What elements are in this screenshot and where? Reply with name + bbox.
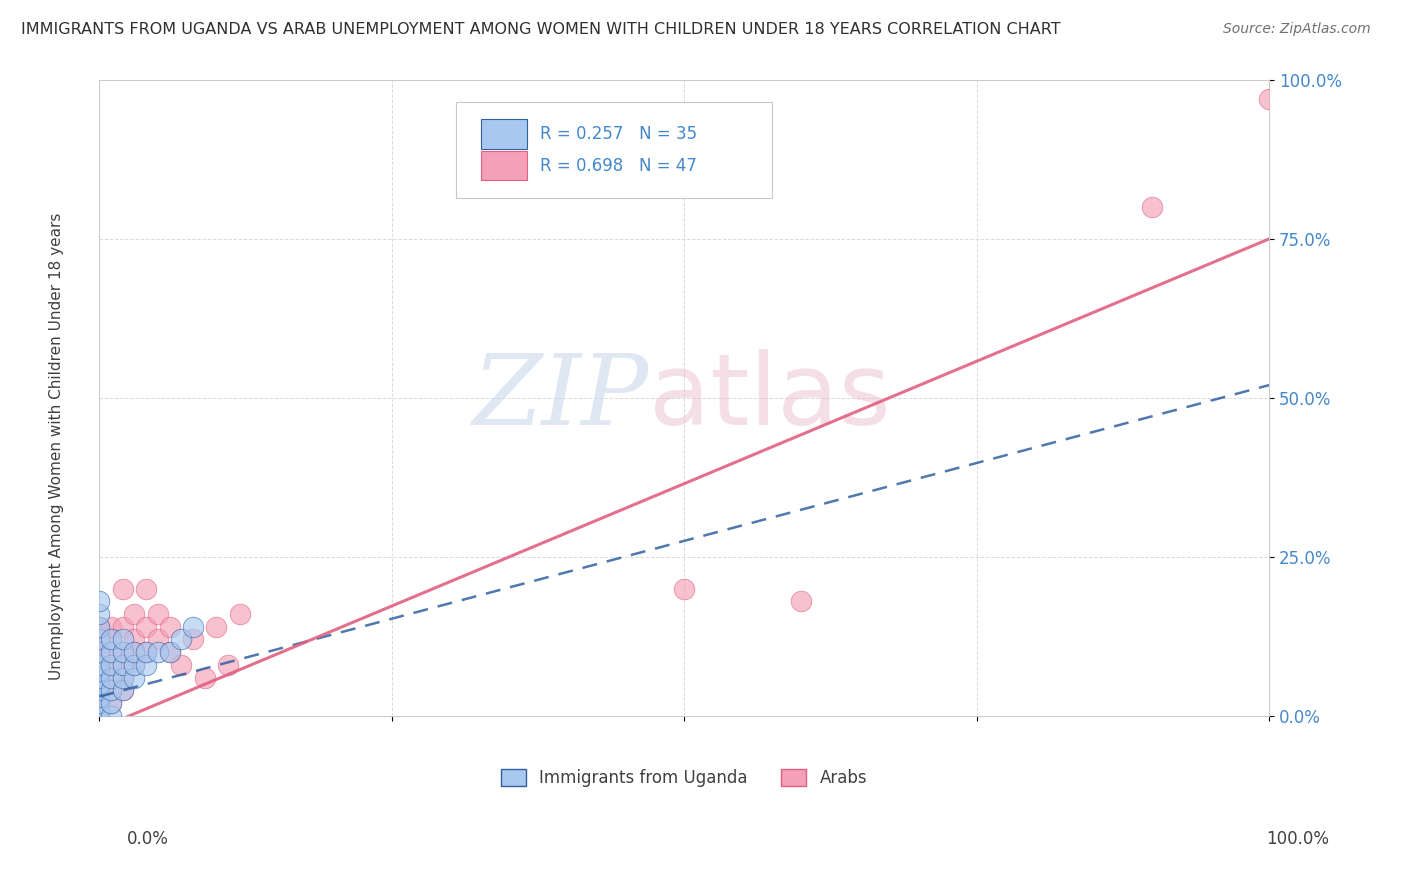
Point bbox=[111, 657, 134, 672]
Point bbox=[100, 645, 122, 659]
Point bbox=[100, 657, 122, 672]
Point bbox=[89, 657, 111, 672]
Point bbox=[159, 645, 181, 659]
Point bbox=[89, 696, 111, 710]
Point bbox=[89, 645, 111, 659]
Point bbox=[89, 657, 111, 672]
Point bbox=[89, 690, 111, 704]
Text: 0.0%: 0.0% bbox=[127, 830, 169, 847]
Text: R = 0.698   N = 47: R = 0.698 N = 47 bbox=[540, 157, 697, 175]
Point bbox=[89, 671, 111, 685]
Point bbox=[89, 702, 111, 716]
Point bbox=[205, 620, 228, 634]
Point bbox=[100, 708, 122, 723]
Point bbox=[135, 582, 157, 596]
Point bbox=[146, 607, 169, 621]
Point bbox=[217, 657, 239, 672]
Point bbox=[100, 683, 122, 698]
Text: ZIP: ZIP bbox=[472, 351, 650, 445]
Point bbox=[111, 683, 134, 698]
Point bbox=[124, 657, 146, 672]
Point bbox=[100, 696, 122, 710]
FancyBboxPatch shape bbox=[481, 151, 527, 180]
Point bbox=[89, 690, 111, 704]
Point bbox=[124, 657, 146, 672]
Point bbox=[89, 594, 111, 608]
Point bbox=[194, 671, 217, 685]
Point bbox=[89, 664, 111, 678]
Point bbox=[89, 696, 111, 710]
Point bbox=[89, 664, 111, 678]
Point bbox=[124, 645, 146, 659]
Point bbox=[170, 657, 193, 672]
Point bbox=[124, 607, 146, 621]
Point bbox=[100, 632, 122, 647]
FancyBboxPatch shape bbox=[481, 120, 527, 149]
Point bbox=[89, 632, 111, 647]
Point bbox=[89, 677, 111, 691]
Point bbox=[181, 620, 204, 634]
Point bbox=[124, 645, 146, 659]
Point bbox=[89, 708, 111, 723]
Point bbox=[135, 620, 157, 634]
Point bbox=[100, 657, 122, 672]
Point bbox=[100, 671, 122, 685]
Point bbox=[159, 645, 181, 659]
Point bbox=[111, 645, 134, 659]
Point bbox=[89, 683, 111, 698]
Point bbox=[1258, 92, 1281, 106]
Point bbox=[100, 671, 122, 685]
Point bbox=[89, 683, 111, 698]
Point bbox=[146, 645, 169, 659]
Point bbox=[100, 696, 122, 710]
Point bbox=[135, 645, 157, 659]
FancyBboxPatch shape bbox=[456, 103, 772, 198]
Text: atlas: atlas bbox=[650, 350, 891, 446]
Point bbox=[89, 651, 111, 665]
Point bbox=[146, 632, 169, 647]
Point bbox=[100, 645, 122, 659]
Point bbox=[111, 657, 134, 672]
Point bbox=[111, 671, 134, 685]
Point bbox=[89, 620, 111, 634]
Point bbox=[111, 683, 134, 698]
Point bbox=[111, 645, 134, 659]
Point bbox=[89, 671, 111, 685]
Point bbox=[790, 594, 813, 608]
Point bbox=[170, 632, 193, 647]
Point bbox=[124, 671, 146, 685]
Point bbox=[89, 620, 111, 634]
Point bbox=[100, 683, 122, 698]
Point bbox=[124, 632, 146, 647]
Legend: Immigrants from Uganda, Arabs: Immigrants from Uganda, Arabs bbox=[495, 762, 875, 794]
Point bbox=[1140, 200, 1163, 214]
Text: IMMIGRANTS FROM UGANDA VS ARAB UNEMPLOYMENT AMONG WOMEN WITH CHILDREN UNDER 18 Y: IMMIGRANTS FROM UGANDA VS ARAB UNEMPLOYM… bbox=[21, 22, 1060, 37]
Point bbox=[229, 607, 252, 621]
Point bbox=[111, 620, 134, 634]
Point bbox=[89, 645, 111, 659]
Point bbox=[100, 632, 122, 647]
Point bbox=[135, 645, 157, 659]
Point bbox=[673, 582, 696, 596]
Point bbox=[89, 607, 111, 621]
Point bbox=[89, 702, 111, 716]
Point bbox=[89, 677, 111, 691]
Text: 100.0%: 100.0% bbox=[1265, 830, 1329, 847]
Point bbox=[100, 620, 122, 634]
Point bbox=[111, 582, 134, 596]
Point bbox=[135, 657, 157, 672]
Point bbox=[111, 632, 134, 647]
Text: Source: ZipAtlas.com: Source: ZipAtlas.com bbox=[1223, 22, 1371, 37]
Point bbox=[89, 708, 111, 723]
Point bbox=[89, 632, 111, 647]
Point bbox=[159, 620, 181, 634]
Text: Unemployment Among Women with Children Under 18 years: Unemployment Among Women with Children U… bbox=[49, 212, 63, 680]
Point bbox=[181, 632, 204, 647]
Point bbox=[111, 671, 134, 685]
Text: R = 0.257   N = 35: R = 0.257 N = 35 bbox=[540, 125, 697, 143]
